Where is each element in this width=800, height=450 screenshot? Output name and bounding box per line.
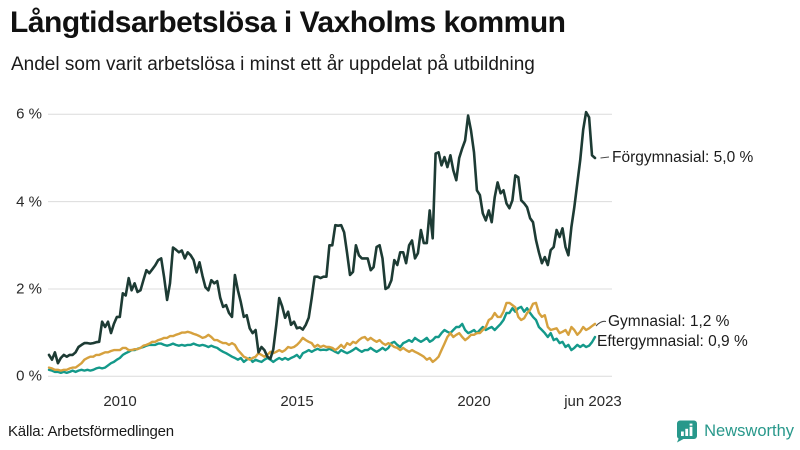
x-axis-tick-2015: 2015 bbox=[280, 393, 314, 410]
series-label-forgymnasial: Förgymnasial: 5,0 % bbox=[612, 149, 754, 166]
line-förgymnasial bbox=[47, 110, 597, 365]
newsworthy-icon bbox=[677, 420, 698, 443]
y-axis-tick-6: 6 % bbox=[16, 105, 42, 123]
x-axis-tick-2020: 2020 bbox=[457, 393, 491, 410]
y-axis-tick-4: 4 % bbox=[16, 193, 42, 211]
newsworthy-logo: Newsworthy bbox=[676, 420, 794, 443]
line-gymnasial bbox=[47, 301, 597, 372]
connector-forgymnasial bbox=[600, 156, 610, 159]
chart-subtitle: Andel som varit arbetslösa i minst ett å… bbox=[11, 54, 535, 75]
connector-gymnasial bbox=[595, 320, 607, 327]
x-axis-tick-jun-2023: jun 2023 bbox=[564, 393, 622, 410]
source-note: Källa: Arbetsförmedlingen bbox=[8, 423, 174, 440]
y-axis-tick-0: 0 % bbox=[16, 367, 42, 385]
chart-title: Långtidsarbetslösa i Vaxholms kommun bbox=[10, 6, 566, 39]
x-axis-tick-2010: 2010 bbox=[103, 393, 137, 410]
y-axis-tick-2: 2 % bbox=[16, 280, 42, 298]
series-label-eftergymnasial: Eftergymnasial: 0,9 % bbox=[597, 333, 748, 350]
brand-name: Newsworthy bbox=[704, 422, 794, 440]
line-eftergymnasial bbox=[47, 305, 597, 374]
footer: Källa: Arbetsförmedlingen Newsworthy bbox=[8, 420, 794, 443]
series-label-gymnasial: Gymnasial: 1,2 % bbox=[608, 313, 730, 330]
